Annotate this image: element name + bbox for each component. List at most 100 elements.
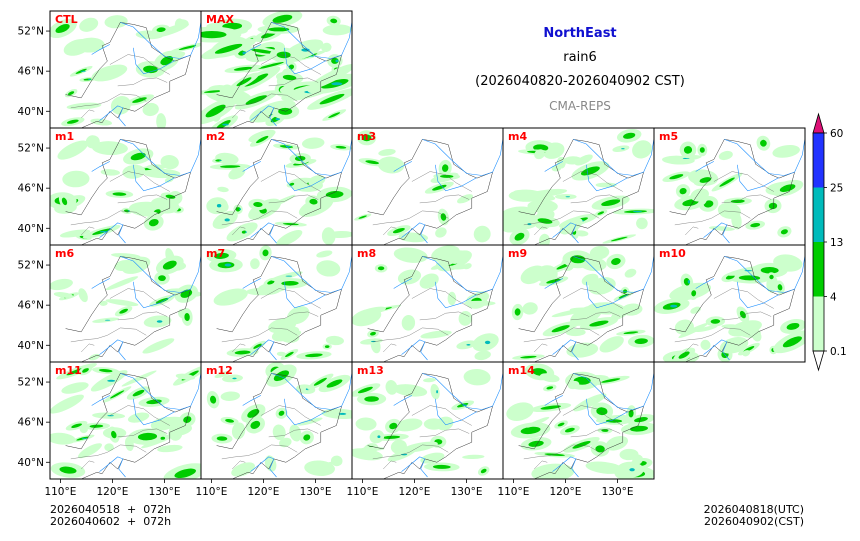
province-border: [685, 343, 699, 353]
precip-light: [523, 188, 568, 198]
panel-label: CTL: [55, 13, 78, 26]
precip-light: [721, 324, 739, 329]
precip-moderate: [365, 160, 380, 165]
river-line: [242, 44, 262, 55]
precip-moderate: [178, 45, 197, 51]
panel-label: m7: [206, 247, 225, 260]
precip-moderate: [137, 432, 158, 441]
precip-light: [462, 454, 485, 460]
province-border: [258, 210, 298, 219]
precip-light: [447, 291, 457, 306]
province-border: [372, 218, 410, 226]
precip-layer: [503, 128, 654, 245]
model-title: CMA-REPS: [549, 99, 611, 113]
precip-light: [474, 350, 491, 361]
precip-moderate: [253, 343, 262, 349]
precip-moderate: [319, 93, 345, 105]
precip-moderate: [330, 18, 338, 24]
province-border: [268, 194, 319, 204]
precip-light: [228, 166, 246, 180]
precip-moderate: [432, 184, 447, 191]
precip-moderate: [528, 440, 544, 447]
panel-m6: m6 52°N 46°N 40°N: [18, 244, 202, 363]
x-tick-label: 120°E: [248, 486, 280, 498]
precip-light: [142, 338, 175, 354]
y-tick-label: 40°N: [18, 223, 44, 235]
precip-heavy: [88, 79, 92, 80]
precip-moderate: [623, 331, 639, 335]
river-line: [284, 281, 327, 309]
precip-moderate: [514, 232, 525, 241]
precip-moderate: [282, 74, 297, 81]
precip-light: [369, 430, 385, 444]
x-tick-label: 110°E: [346, 486, 378, 498]
province-border: [419, 311, 470, 321]
precip-light: [393, 384, 428, 397]
precip-moderate: [55, 23, 70, 34]
province-border: [721, 311, 772, 321]
valid-time-block: 2026040818(UTC) 2026040902(CST): [704, 504, 804, 528]
precip-light: [53, 292, 74, 298]
precip-light: [92, 141, 128, 156]
coastline: [99, 105, 126, 127]
precip-light: [104, 15, 128, 29]
precip-light: [217, 186, 229, 193]
river-line: [643, 371, 654, 407]
precip-light: [401, 441, 438, 453]
river-line: [544, 278, 564, 289]
river-line: [133, 398, 176, 426]
precip-light: [352, 448, 383, 461]
precip-moderate: [165, 194, 176, 199]
precip-light: [506, 402, 534, 421]
precip-moderate: [236, 77, 252, 87]
province-border: [260, 288, 321, 309]
precip-light: [325, 335, 344, 346]
y-tick-label: 46°N: [18, 417, 44, 429]
province-border: [81, 109, 95, 119]
y-tick-label: 40°N: [18, 340, 44, 352]
precip-moderate: [533, 144, 549, 152]
precip-light: [636, 217, 648, 230]
precip-moderate: [441, 164, 449, 172]
precip-light: [280, 332, 300, 343]
province-border: [260, 54, 321, 75]
precip-moderate: [551, 325, 570, 333]
province-border: [107, 327, 147, 336]
coastline: [250, 222, 277, 244]
river-line: [120, 22, 191, 59]
precip-moderate: [325, 190, 344, 199]
precip-moderate: [112, 192, 127, 196]
precip-heavy: [99, 231, 108, 233]
precip-moderate: [760, 266, 779, 274]
precip-light: [435, 227, 447, 238]
precip-light: [420, 330, 452, 339]
province-border: [117, 311, 168, 321]
y-tick-label: 40°N: [18, 457, 44, 469]
province-border: [713, 288, 774, 309]
river-line: [422, 373, 493, 410]
province-border: [372, 452, 410, 460]
river-line: [242, 161, 262, 172]
precip-moderate: [111, 430, 117, 439]
precip-moderate: [184, 313, 190, 321]
precip-light: [297, 417, 323, 426]
precip-light: [430, 383, 440, 400]
precip-layer: [50, 363, 201, 479]
precip-light: [621, 303, 643, 316]
river-line: [794, 254, 805, 290]
precip-moderate: [89, 424, 104, 428]
precip-heavy: [232, 377, 237, 380]
panel-m11: m11 52°N 46°N 40°N 110°E 120°E 130°E: [18, 361, 202, 498]
province-border: [383, 226, 397, 236]
precip-layer: [506, 363, 654, 479]
x-tick-label: 110°E: [44, 486, 76, 498]
river-line: [737, 164, 780, 192]
precip-light: [567, 380, 580, 390]
colorbar-extend-min: [812, 350, 825, 372]
precip-moderate: [247, 408, 260, 418]
coastline: [250, 105, 277, 127]
province-border: [109, 54, 170, 75]
province-border: [107, 210, 147, 219]
river-line: [724, 139, 795, 176]
